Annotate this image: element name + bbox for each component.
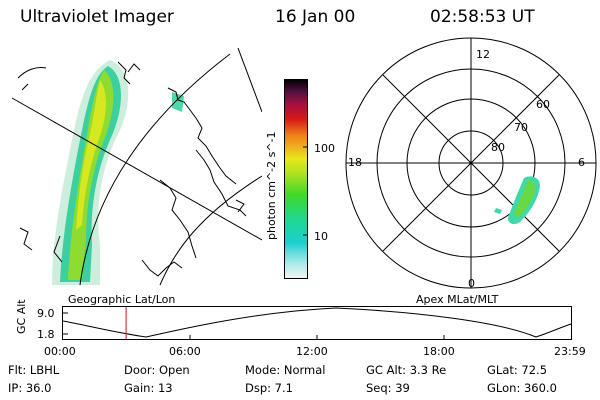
glat-info: GLat: 72.5 (487, 363, 548, 377)
colorbar-tick-100: 100 (314, 142, 335, 155)
date-label: 16 Jan 00 (275, 7, 356, 27)
geographic-image (11, 48, 262, 286)
lat-label-80: 80 (491, 141, 505, 154)
aurora-patch (172, 92, 184, 112)
polar-aurora-speck (494, 208, 502, 214)
lat-lon-grid (11, 48, 262, 286)
time-tick-1200: 12:00 (296, 345, 328, 358)
app-title: Ultraviolet Imager (20, 7, 174, 27)
seq-info: Seq: 39 (366, 381, 410, 395)
lat-label-60: 60 (536, 98, 550, 111)
gc-alt-info: GC Alt: 3.3 Re (366, 363, 447, 377)
door-info: Door: Open (124, 363, 190, 377)
mode-info: Mode: Normal (245, 363, 326, 377)
altitude-ylabel: GC Alt (15, 299, 28, 334)
aurora-band-peak (76, 80, 106, 230)
time-label: 02:58:53 UT (430, 7, 535, 27)
mlt-label-18: 18 (348, 156, 362, 169)
colorbar (284, 79, 308, 279)
filter-info: Flt: LBHL (8, 363, 60, 377)
ip-info: IP: 36.0 (8, 381, 52, 395)
mlt-label-0: 0 (468, 277, 475, 290)
gain-info: Gain: 13 (124, 381, 173, 395)
time-tick-0000: 00:00 (44, 345, 76, 358)
time-tick-0600: 06:00 (169, 345, 201, 358)
lat-label-70: 70 (514, 121, 528, 134)
mlt-label-12: 12 (476, 48, 490, 61)
altitude-ytick-9: 9.0 (37, 307, 55, 320)
polar-plot (345, 37, 597, 289)
right-panel-label: Apex MLat/MLT (416, 293, 499, 306)
dsp-info: Dsp: 7.1 (245, 381, 293, 395)
altitude-ytick-1-8: 1.8 (37, 328, 55, 341)
polar-aurora-core (514, 180, 535, 218)
mlt-label-6: 6 (578, 156, 585, 169)
altitude-curve (62, 307, 572, 338)
glon-info: GLon: 360.0 (487, 381, 557, 395)
time-tick-1800: 18:00 (423, 345, 455, 358)
coastline (17, 61, 247, 277)
left-panel-label: Geographic Lat/Lon (68, 293, 176, 306)
polar-diag-2 (382, 74, 560, 252)
colorbar-tick-10: 10 (314, 230, 328, 243)
time-tick-2359: 23:59 (554, 345, 586, 358)
